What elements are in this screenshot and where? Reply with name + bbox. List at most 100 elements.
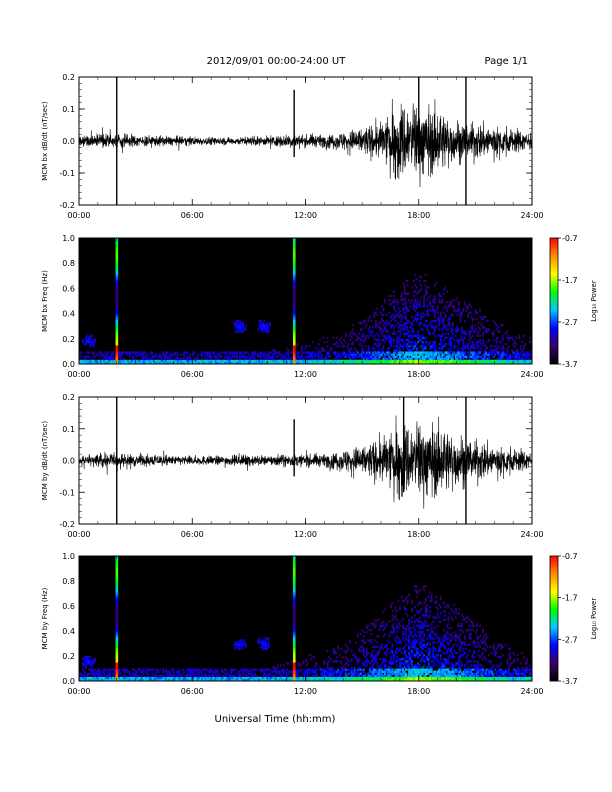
burst-cell bbox=[292, 672, 296, 676]
burst-cell bbox=[115, 256, 119, 260]
x-tick-label: 12:00 bbox=[294, 211, 317, 220]
burst-cell bbox=[292, 271, 296, 274]
burst-cell bbox=[292, 664, 296, 667]
burst-cell bbox=[115, 624, 119, 628]
burst-cell bbox=[115, 653, 119, 657]
burst-cell bbox=[115, 332, 119, 335]
burst-cell bbox=[115, 298, 119, 302]
burst-cell bbox=[292, 259, 296, 262]
burst-cell bbox=[115, 664, 119, 667]
burst-cell bbox=[292, 298, 296, 302]
burst-cell bbox=[115, 267, 119, 270]
dbdt-trace bbox=[79, 98, 532, 188]
burst-cell bbox=[115, 307, 119, 310]
burst-cell bbox=[292, 649, 296, 653]
burst-cell bbox=[115, 280, 119, 283]
burst-cell bbox=[115, 254, 119, 258]
burst-cell bbox=[115, 277, 119, 281]
burst-cell bbox=[292, 603, 296, 607]
burst-cell bbox=[115, 261, 119, 264]
colorbar-label: Log₁₀ Power bbox=[590, 280, 598, 322]
burst-cell bbox=[292, 578, 296, 582]
y-tick-label: 0.6 bbox=[62, 602, 75, 611]
y-tick-label: 0.2 bbox=[62, 335, 75, 344]
burst-cell bbox=[115, 288, 119, 291]
burst-cell bbox=[292, 556, 296, 559]
burst-cell bbox=[292, 595, 296, 598]
colorbar-tick-label: -2.7 bbox=[562, 318, 578, 327]
burst-cell bbox=[115, 626, 119, 630]
burst-cell bbox=[292, 616, 296, 619]
burst-cell bbox=[115, 668, 119, 671]
burst-cell bbox=[115, 595, 119, 598]
burst-cell bbox=[292, 608, 296, 611]
burst-cell bbox=[115, 244, 119, 247]
burst-cell bbox=[115, 242, 119, 245]
x-tick-label: 06:00 bbox=[181, 211, 204, 220]
burst-cell bbox=[292, 618, 296, 621]
burst-cell bbox=[292, 568, 296, 571]
burst-cell bbox=[115, 252, 119, 256]
x-tick-label: 00:00 bbox=[67, 211, 90, 220]
burst-cell bbox=[292, 614, 296, 617]
burst-cell bbox=[115, 591, 119, 594]
x-tick-label: 24:00 bbox=[520, 370, 543, 379]
burst-cell bbox=[115, 349, 119, 352]
burst-cell bbox=[115, 628, 119, 632]
burst-cell bbox=[115, 248, 119, 251]
burst-cell bbox=[115, 294, 119, 298]
colorbar-tick-label: -2.7 bbox=[562, 635, 578, 644]
burst-cell bbox=[292, 637, 296, 640]
burst-cell bbox=[292, 562, 296, 565]
burst-cell bbox=[292, 240, 296, 243]
burst-cell bbox=[292, 572, 296, 576]
burst-cell bbox=[115, 330, 119, 333]
burst-cell bbox=[292, 309, 296, 312]
x-tick-label: 06:00 bbox=[181, 530, 204, 539]
burst-cell bbox=[115, 309, 119, 312]
colorbar-tick-label: -3.7 bbox=[562, 360, 578, 369]
burst-cell bbox=[292, 656, 296, 659]
burst-cell bbox=[292, 635, 296, 638]
burst-cell bbox=[292, 307, 296, 310]
burst-cell bbox=[292, 645, 296, 648]
burst-cell bbox=[292, 583, 296, 586]
y-tick-label: 0.0 bbox=[62, 360, 75, 369]
burst-cell bbox=[292, 660, 296, 663]
y-axis-label: MCM by Freq (Hz) bbox=[41, 587, 49, 649]
burst-cell bbox=[292, 676, 296, 680]
burst-cell bbox=[292, 267, 296, 270]
burst-cell bbox=[115, 583, 119, 586]
burst-cell bbox=[115, 263, 119, 266]
x-axis-title: Universal Time (hh:mm) bbox=[215, 714, 336, 725]
burst-cell bbox=[292, 261, 296, 264]
burst-cell bbox=[292, 286, 296, 289]
spectrogram-cells bbox=[79, 556, 533, 682]
y-tick-label: 0.4 bbox=[62, 310, 75, 319]
burst-cell bbox=[292, 351, 296, 354]
burst-cell bbox=[292, 658, 296, 661]
colorbar-tick-label: -3.7 bbox=[562, 677, 578, 686]
header-page: Page 1/1 bbox=[485, 56, 528, 67]
burst-cell bbox=[115, 601, 119, 605]
y-tick-label: 0.1 bbox=[62, 425, 75, 434]
y-axis-label: MCM bx dB/dt (nT/sec) bbox=[41, 101, 49, 181]
burst-cell bbox=[292, 560, 296, 563]
burst-cell bbox=[292, 336, 296, 340]
y-tick-label: -0.2 bbox=[59, 201, 75, 210]
burst-cell bbox=[115, 351, 119, 354]
burst-cell bbox=[115, 656, 119, 659]
burst-cell bbox=[292, 570, 296, 573]
burst-cell bbox=[115, 301, 119, 304]
trace-group bbox=[79, 397, 532, 524]
burst-cell bbox=[115, 246, 119, 249]
y-tick-label: 0.8 bbox=[62, 259, 75, 268]
burst-cell bbox=[115, 313, 119, 316]
burst-cell bbox=[115, 622, 119, 626]
burst-cell bbox=[115, 593, 119, 596]
burst-cell bbox=[115, 290, 119, 293]
x-tick-label: 12:00 bbox=[294, 370, 317, 379]
burst-cell bbox=[292, 593, 296, 596]
burst-cell bbox=[292, 242, 296, 245]
x-tick-label: 18:00 bbox=[407, 687, 430, 696]
